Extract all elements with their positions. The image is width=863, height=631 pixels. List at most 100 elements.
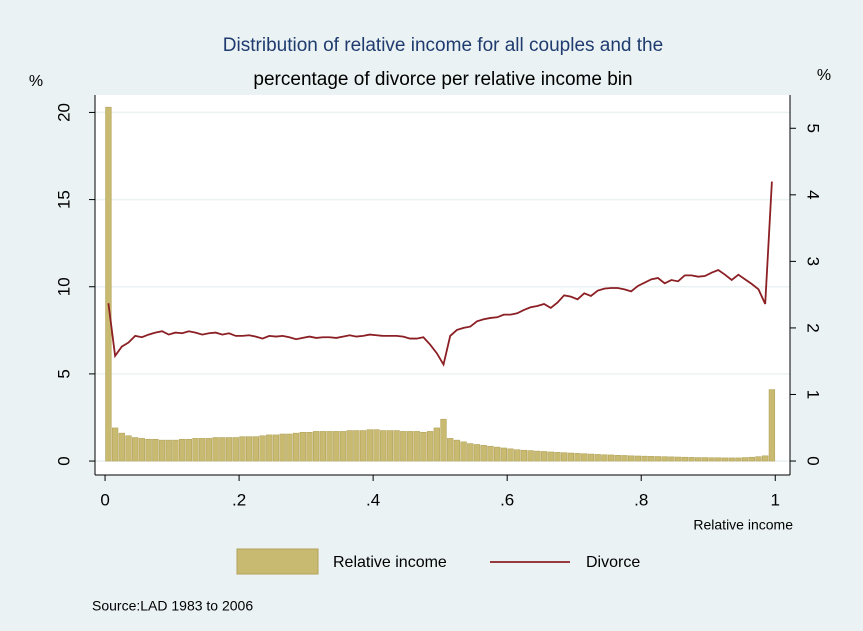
histogram-bar bbox=[480, 445, 487, 462]
histogram-bar bbox=[487, 445, 494, 462]
histogram-bar bbox=[266, 434, 273, 462]
y-axis-label: % bbox=[29, 73, 43, 90]
histogram-bar bbox=[212, 437, 219, 462]
histogram-bar bbox=[426, 431, 434, 462]
histogram-bar bbox=[440, 418, 447, 462]
histogram-bar bbox=[741, 457, 749, 462]
histogram-bar bbox=[547, 451, 554, 462]
histogram-bar bbox=[225, 437, 233, 462]
histogram-bar bbox=[674, 456, 682, 462]
histogram-bar bbox=[433, 427, 440, 462]
histogram-bar bbox=[192, 438, 199, 462]
histogram-bar bbox=[393, 430, 400, 462]
histogram-bar bbox=[648, 456, 655, 462]
y-tick-label: 20 bbox=[54, 103, 73, 122]
histogram-bar bbox=[641, 455, 648, 462]
histogram-bar bbox=[319, 431, 327, 462]
y2-axis-label: % bbox=[817, 67, 831, 84]
histogram-bar bbox=[413, 431, 420, 462]
histogram-bar bbox=[333, 431, 340, 462]
histogram-bar bbox=[507, 448, 514, 462]
y-tick-label: 10 bbox=[54, 277, 73, 296]
histogram-bar bbox=[400, 431, 407, 462]
y-tick-label: 5 bbox=[54, 369, 73, 378]
histogram-bar bbox=[628, 455, 635, 462]
chart-title: percentage of divorce per relative incom… bbox=[253, 69, 632, 90]
histogram-bar bbox=[447, 438, 454, 462]
histogram-bar bbox=[346, 430, 353, 462]
histogram-bar bbox=[245, 436, 253, 462]
histogram-bar bbox=[326, 431, 333, 462]
histogram-bar bbox=[366, 429, 373, 462]
histogram-bar bbox=[299, 431, 306, 462]
histogram-bar bbox=[728, 457, 735, 462]
source-note: Source:LAD 1983 to 2006 bbox=[92, 598, 253, 614]
histogram-bar bbox=[138, 438, 146, 462]
histogram-bar bbox=[199, 438, 206, 462]
histogram-bar bbox=[292, 432, 300, 462]
histogram-bar bbox=[755, 456, 762, 462]
histogram-bar bbox=[715, 457, 722, 462]
histogram-bar bbox=[453, 439, 461, 462]
histogram-bar bbox=[239, 436, 246, 462]
x-axis-label: Relative income bbox=[693, 517, 793, 533]
histogram-bar bbox=[681, 456, 688, 462]
legend-label: Relative income bbox=[333, 554, 447, 571]
histogram-bar bbox=[473, 444, 481, 462]
histogram-bar bbox=[554, 452, 561, 462]
histogram-bar bbox=[721, 457, 729, 462]
histogram-bar bbox=[380, 430, 387, 462]
histogram-bar bbox=[768, 389, 776, 462]
histogram-bar bbox=[460, 441, 467, 462]
histogram-bar bbox=[105, 106, 112, 462]
y-tick-label: 15 bbox=[54, 190, 73, 209]
y2-tick-label: 5 bbox=[804, 124, 823, 133]
y2-tick-label: 1 bbox=[804, 390, 823, 399]
histogram-bar bbox=[614, 455, 621, 462]
y2-tick-label: 4 bbox=[804, 190, 823, 199]
chart-title: Distribution of relative income for all … bbox=[223, 35, 663, 56]
histogram-bar bbox=[514, 449, 521, 462]
histogram-bar bbox=[132, 437, 139, 462]
histogram-bar bbox=[145, 438, 152, 462]
histogram-bar bbox=[306, 431, 313, 462]
histogram-bar bbox=[661, 456, 668, 462]
histogram-bar bbox=[259, 435, 266, 462]
legend-label: Divorce bbox=[586, 554, 640, 571]
histogram-bar bbox=[286, 433, 293, 462]
histogram-bar bbox=[279, 433, 286, 462]
histogram-bar bbox=[594, 454, 601, 462]
histogram-bar bbox=[748, 456, 755, 462]
histogram-bar bbox=[165, 439, 172, 462]
histogram-bar bbox=[540, 451, 548, 462]
histogram-bar bbox=[185, 438, 192, 462]
x-tick-label: 1 bbox=[771, 490, 780, 509]
histogram-bar bbox=[654, 456, 662, 462]
histogram-bar bbox=[534, 450, 541, 462]
x-tick-label: .4 bbox=[366, 490, 380, 509]
histogram-bar bbox=[386, 430, 394, 462]
histogram-bar bbox=[219, 437, 226, 462]
histogram-bar bbox=[373, 429, 380, 462]
histogram-bar bbox=[493, 446, 501, 462]
histogram-bar bbox=[520, 449, 528, 462]
histogram-bar bbox=[178, 438, 186, 462]
x-tick-label: .2 bbox=[232, 490, 246, 509]
histogram-bar bbox=[695, 457, 702, 462]
histogram-bar bbox=[272, 434, 280, 462]
histogram-bar bbox=[574, 453, 581, 462]
histogram-bar bbox=[708, 457, 715, 462]
histogram-bar bbox=[735, 457, 742, 462]
x-tick-label: 0 bbox=[100, 490, 109, 509]
x-tick-label: .8 bbox=[634, 490, 648, 509]
histogram-bar bbox=[118, 432, 125, 462]
histogram-bar bbox=[607, 454, 615, 462]
legend: Relative income Divorce bbox=[236, 548, 640, 575]
histogram-bar bbox=[762, 455, 769, 462]
histogram-bar bbox=[467, 443, 474, 462]
histogram-bar bbox=[688, 457, 695, 462]
histogram-bar bbox=[232, 437, 239, 462]
histogram-bar bbox=[313, 431, 320, 462]
